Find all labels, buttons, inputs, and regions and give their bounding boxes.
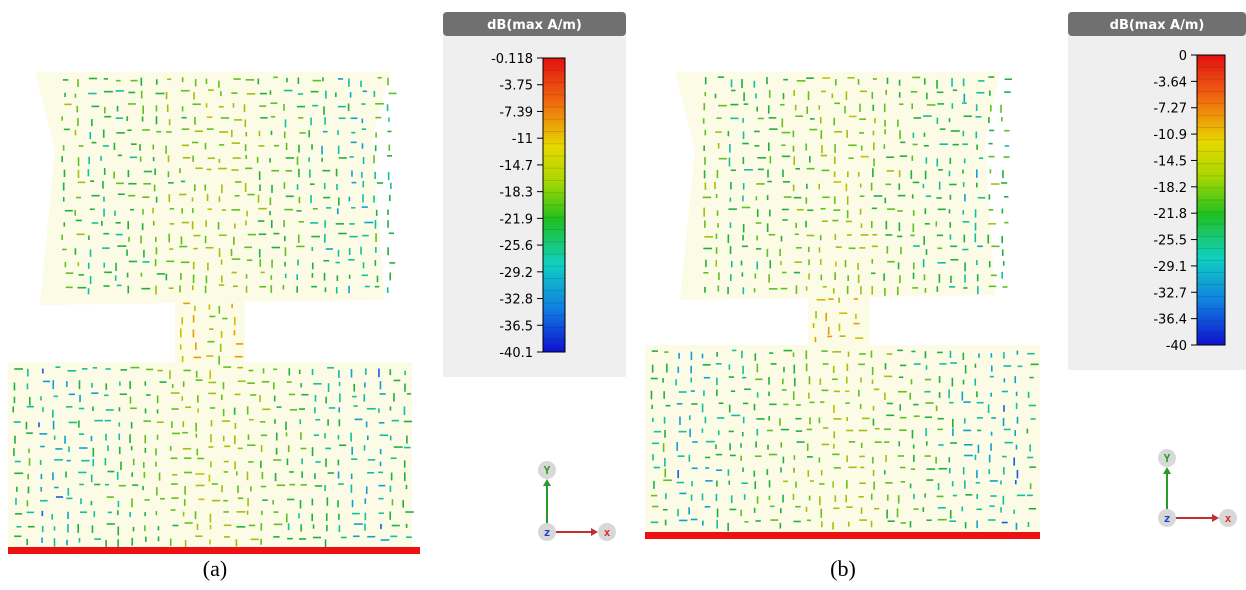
tick-label: -3.64 <box>1153 75 1187 90</box>
feed-stem <box>808 295 870 350</box>
ground-line <box>8 547 420 554</box>
tick-label: -29.2 <box>499 266 533 281</box>
x-arrowhead <box>1212 514 1219 522</box>
axis-label: x <box>1225 512 1232 525</box>
axis-node <box>1158 449 1176 467</box>
tick-label: -10.9 <box>1153 128 1187 143</box>
tick-label: -7.27 <box>1153 102 1187 117</box>
tick-label: -14.5 <box>1153 154 1187 169</box>
ground-line <box>645 532 1040 539</box>
legend-title: dB(max A/m) <box>487 18 582 33</box>
field-plot <box>645 72 1040 539</box>
axis-label: x <box>604 526 611 539</box>
tick-label: -3.75 <box>499 79 533 94</box>
legend-title: dB(max A/m) <box>1110 18 1205 33</box>
axis-node <box>1219 509 1237 527</box>
axis-label: Y <box>1164 452 1171 465</box>
patch <box>675 72 1000 300</box>
x-arrowhead <box>591 528 598 536</box>
axis-node <box>538 461 556 479</box>
tick-label: -36.5 <box>499 319 533 334</box>
tick-label: -21.9 <box>499 212 533 227</box>
color-strip <box>542 57 566 353</box>
y-arrowhead <box>1163 467 1171 474</box>
tick-label: -29.1 <box>1153 260 1187 275</box>
tick-label: 0 <box>1179 49 1187 64</box>
axis-label: Y <box>544 464 551 477</box>
tick-label: -40.1 <box>499 346 533 361</box>
tick-label: -11 <box>512 132 533 147</box>
axis-node <box>538 523 556 541</box>
tick-label: -18.3 <box>499 186 533 201</box>
tick-label: -21.8 <box>1153 207 1187 222</box>
color-strip <box>1196 54 1226 346</box>
tick-label: -25.5 <box>1153 234 1187 249</box>
tick-label: -32.7 <box>1153 286 1187 301</box>
axis-label: z <box>1164 512 1171 525</box>
tick-label: -14.7 <box>499 159 533 174</box>
tick-label: -32.8 <box>499 293 533 308</box>
caption: (b) <box>830 556 856 581</box>
field-plot <box>8 72 420 554</box>
axis-node <box>598 523 616 541</box>
tick-label: -0.118 <box>491 52 533 67</box>
y-arrowhead <box>543 479 551 486</box>
feed-stem <box>175 300 245 365</box>
tick-label: -25.6 <box>499 239 533 254</box>
tick-label: -40 <box>1166 339 1187 354</box>
caption: (a) <box>203 556 227 581</box>
tick-label: -18.2 <box>1153 181 1187 196</box>
tick-label: -7.39 <box>499 105 533 120</box>
ground-patch <box>645 345 1040 533</box>
axis-node <box>1158 509 1176 527</box>
tick-label: -36.4 <box>1153 313 1187 328</box>
legend-box <box>443 12 626 377</box>
legend-header <box>443 12 626 36</box>
legend-header <box>1068 12 1246 36</box>
axis-label: z <box>544 526 551 539</box>
